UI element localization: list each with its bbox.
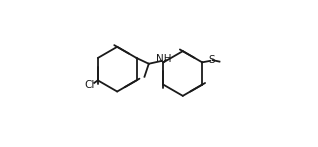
Text: Cl: Cl [85,80,95,90]
Text: NH: NH [156,54,171,64]
Text: S: S [208,55,215,65]
